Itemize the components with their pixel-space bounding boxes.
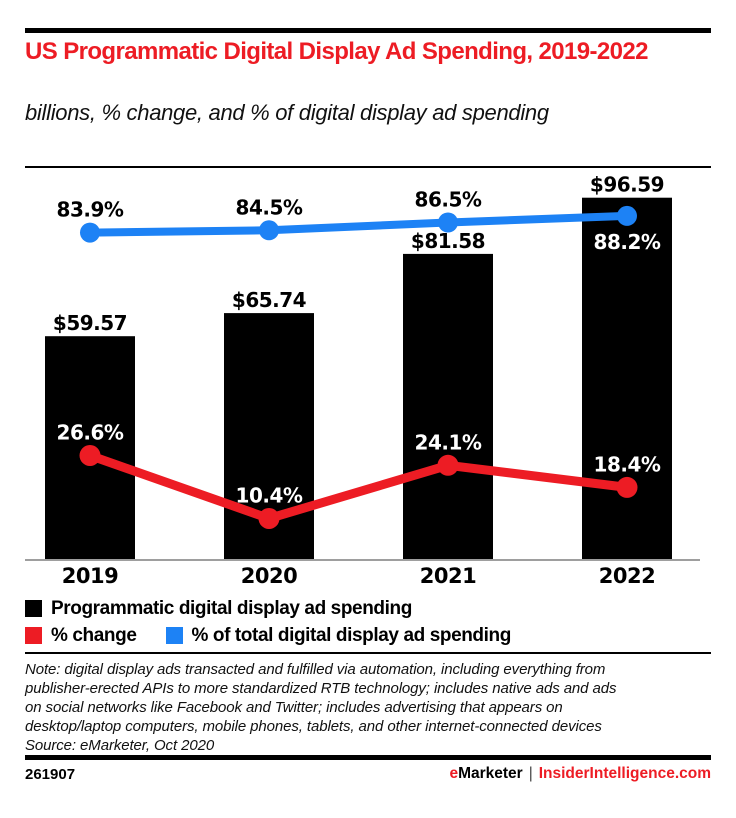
bar-2022 [582,197,672,559]
x-axis-label-2019: 2019 [62,564,118,588]
footnote-line: desktop/laptop computers, mobile phones,… [25,718,602,735]
footnote-line: publisher-erected APIs to more standardi… [25,680,617,697]
x-axis-label-2021: 2021 [420,564,476,588]
chart-subtitle: billions, % change, and % of digital dis… [25,100,549,125]
bar-value-label-2021: $81.58 [411,229,485,253]
line-pct-of-total-point-2020 [259,220,279,241]
legend: Programmatic digital display ad spending… [25,595,711,649]
pct-of-total-value-label-2021: 86.5% [415,188,482,212]
chart-svg: $59.57 26.6% 83.9% 2019 $65.74 10.4% 84.5% 2020… [25,173,700,588]
brand-site: InsiderIntelligence.com [538,765,711,782]
footnote-line: on social networks like Facebook and Twi… [25,699,563,716]
chart-title: US Programmatic Digital Display Ad Spend… [25,38,649,65]
legend-swatch-bar [25,600,42,617]
line-pct-of-total-point-2022 [617,205,637,226]
chart-id: 261907 [25,765,76,783]
pct-change-value-label-2019: 26.6% [57,421,124,445]
x-axis-label-2022: 2022 [599,564,655,588]
x-axis-label-2020: 2020 [241,564,297,588]
legend-swatch-pct-of-total [165,627,183,644]
line-pct-of-total-point-2021 [438,212,458,233]
legend-label-bar: Programmatic digital display ad spending [51,597,412,619]
pct-of-total-value-label-2022: 88.2% [594,230,661,254]
legend-label-pct-change: % change [51,624,137,646]
brand-divider: | [528,765,533,782]
brand-emarketer-rest: Marketer [458,765,523,782]
footnote: Note: digital display ads transacted and… [25,660,715,755]
line-pct-change-point-2020 [258,508,280,529]
footer-rule [25,755,711,760]
legend-row-2: % change % of total digital display ad s… [25,622,711,649]
pct-of-total-value-label-2020: 84.5% [236,195,303,219]
source-line: Source: eMarketer, Oct 2020 [25,737,215,754]
line-pct-change-point-2021 [437,454,459,476]
brand-mark: eMarketer | InsiderIntelligence.com [449,765,711,783]
line-pct-change-point-2019 [79,445,101,466]
pct-change-value-label-2022: 18.4% [594,452,661,476]
line-pct-change-point-2022 [616,476,638,498]
line-pct-change [88,451,628,524]
pct-of-total-value-label-2019: 83.9% [57,198,124,222]
bar-value-label-2020: $65.74 [232,288,306,312]
legend-swatch-pct-change [25,627,42,644]
footnote-line: Note: digital display ads transacted and… [25,661,606,678]
pct-change-value-label-2020: 10.4% [236,484,303,508]
brand-emarketer-e: e [449,765,459,782]
line-pct-of-total [89,211,628,237]
line-pct-of-total-point-2019 [80,222,100,243]
bar-2021 [403,253,493,559]
header-divider [25,166,711,168]
legend-divider [25,652,711,654]
footer: 261907 eMarketer | InsiderIntelligence.com [25,765,711,783]
legend-label-pct-of-total: % of total digital display ad spending [191,624,512,646]
bar-value-label-2022: $96.59 [590,173,664,197]
top-rule [25,28,711,33]
chart-area: $59.57 26.6% 83.9% 2019 $65.74 10.4% 84.5% 2020… [25,170,711,590]
x-axis-line [25,559,700,561]
pct-change-value-label-2021: 24.1% [415,430,482,454]
bar-value-label-2019: $59.57 [53,311,127,335]
legend-row-1: Programmatic digital display ad spending [25,595,711,622]
